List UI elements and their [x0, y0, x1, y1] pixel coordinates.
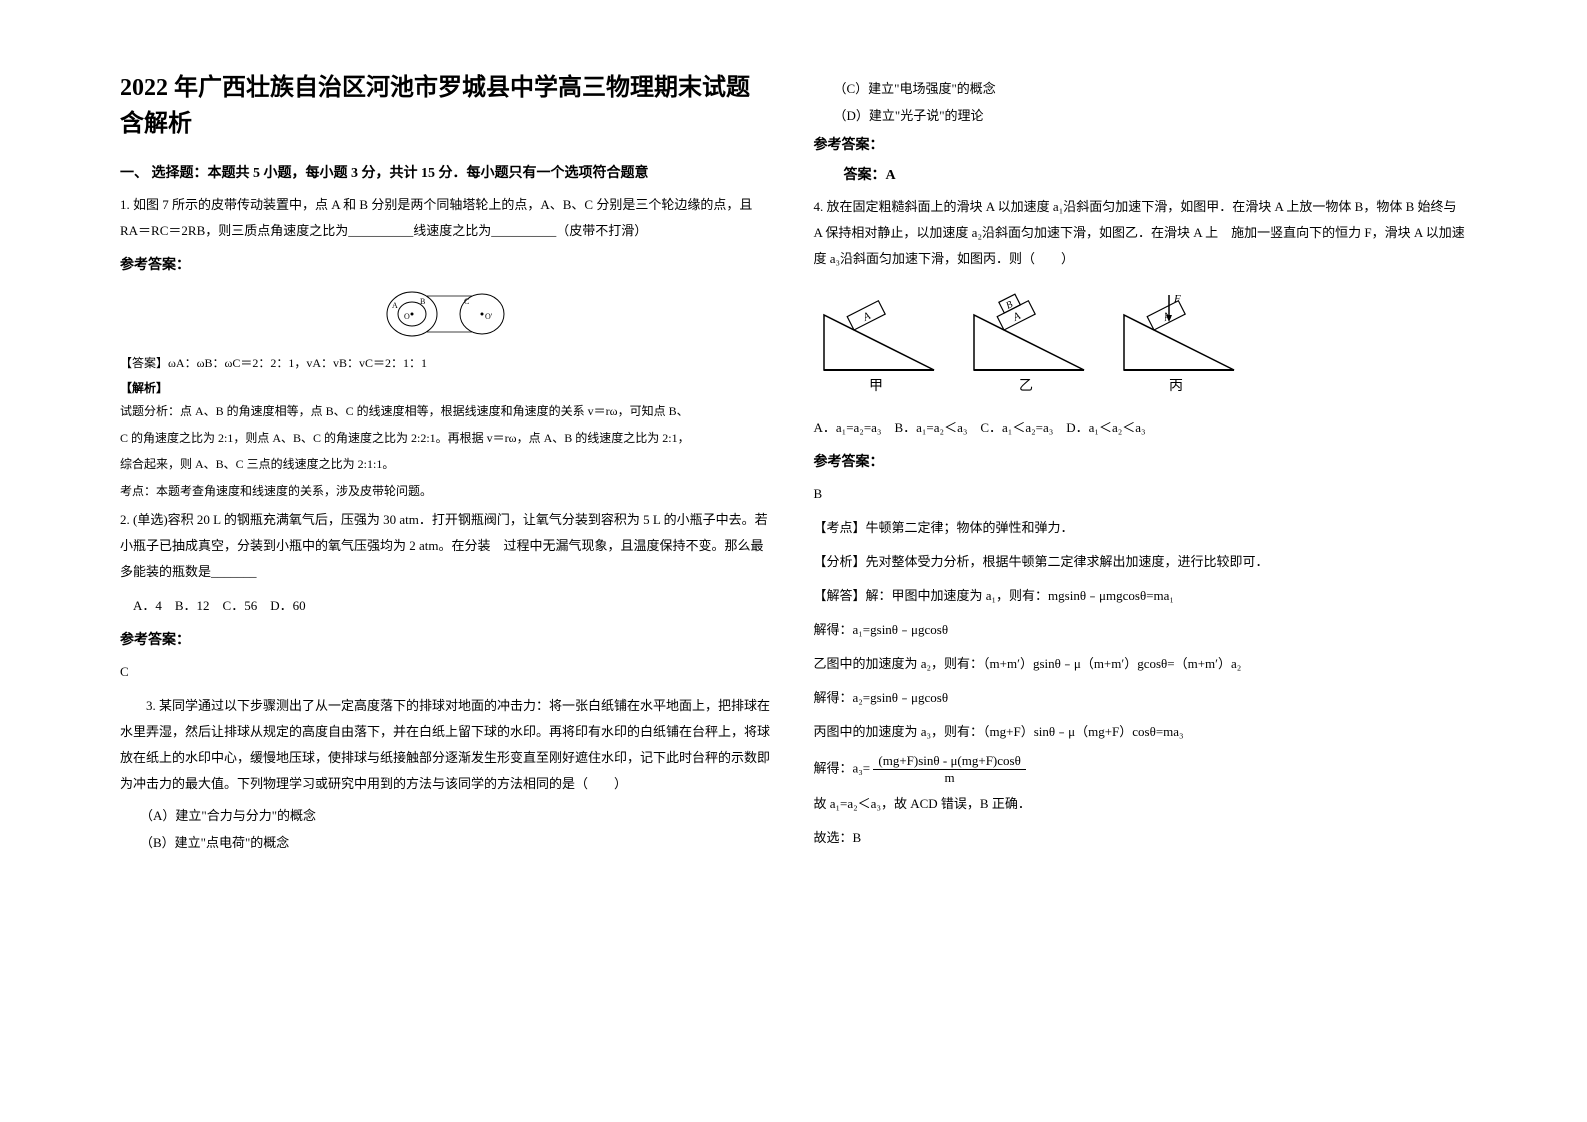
q4-analysis1: 【考点】牛顿第二定律；物体的弹性和弹力． [814, 515, 1468, 541]
q3-text: 3. 某同学通过以下步骤测出了从一定高度落下的排球对地面的冲击力：将一张白纸铺在… [120, 693, 774, 797]
q1-analysis1: 试题分析：点 A、B 的角速度相等，点 B、C 的线速度相等，根据线速度和角速度… [120, 401, 774, 423]
q4-formula-fraction: 解得：a₃= (mg+F)sinθ - μ(mg+F)cosθ m [814, 753, 1468, 786]
diagram-bing: A F 丙 [1124, 293, 1234, 394]
q3-answer-label: 参考答案： [814, 134, 1468, 154]
svg-text:乙: 乙 [1019, 378, 1033, 394]
q1-analysis4: 考点：本题考查角速度和线速度的关系，涉及皮带轮问题。 [120, 481, 774, 503]
q4-answer-label: 参考答案： [814, 451, 1468, 471]
q3-opt-a: （A）建立"合力与分力"的概念 [120, 805, 774, 824]
q3-opt-c: （C）建立"电场强度"的概念 [814, 78, 1468, 97]
q3-opt-d: （D）建立"光子说"的理论 [814, 105, 1468, 124]
q1-answer-label: 参考答案： [120, 254, 774, 274]
q4-options: A．a₁=a₂=a₃ B．a₁=a₂＜a₃ C．a₁＜a₂=a₃ D．a₁＜a₂… [814, 415, 1468, 441]
fraction-top: (mg+F)sinθ - μ(mg+F)cosθ [873, 753, 1025, 770]
svg-text:丙: 丙 [1169, 379, 1183, 394]
q1-analysis2: C 的角速度之比为 2:1，则点 A、B、C 的角速度之比为 2:2:1。再根据… [120, 428, 774, 450]
q2-options: A．4 B．12 C．56 D．60 [120, 593, 774, 619]
q4-analysis4: 解得：a₁=gsinθ﹣μgcosθ [814, 617, 1468, 643]
q2-answer-label: 参考答案： [120, 629, 774, 649]
svg-text:B: B [1004, 299, 1014, 312]
q1-formula: 【答案】ωA：ωB：ωC＝2：2：1，vA：vB：vC＝2：1：1 [120, 354, 774, 371]
q2-answer: C [120, 659, 774, 685]
q4-analysis6: 解得：a₂=gsinθ﹣μgcosθ [814, 685, 1468, 711]
diagram-jia: A 甲 [824, 301, 934, 394]
q1-analysis-header: 【解析】 [120, 379, 774, 396]
q4-analysis8: 故 a₁=a₂＜a₃，故 ACD 错误，B 正确． [814, 791, 1468, 817]
q4-analysis3: 【解答】解：甲图中加速度为 a₁，则有：mgsinθ﹣μmgcosθ=ma₁ [814, 583, 1468, 609]
q4-analysis7: 丙图中的加速度为 a₃，则有：（mg+F）sinθ﹣μ（mg+F）cosθ=ma… [814, 719, 1468, 745]
diagram-yi: A B 乙 [974, 290, 1084, 394]
section-header: 一、 选择题：本题共 5 小题，每小题 3 分，共计 15 分．每小题只有一个选… [120, 162, 774, 182]
left-column: 2022 年广西壮族自治区河池市罗城县中学高三物理期末试题含解析 一、 选择题：… [100, 70, 794, 1052]
q4-analysis5: 乙图中的加速度为 a₂，则有：（m+m′）gsinθ﹣μ（m+m′）gcosθ=… [814, 651, 1468, 677]
incline-diagram: A 甲 A B 乙 A F 丙 [814, 290, 1244, 400]
svg-text:甲: 甲 [869, 379, 883, 394]
q4-analysis2: 【分析】先对整体受力分析，根据牛顿第二定律求解出加速度，进行比较即可． [814, 549, 1468, 575]
q4-analysis9: 故选：B [814, 825, 1468, 851]
q4-answer: B [814, 481, 1468, 507]
svg-text:O': O' [485, 312, 493, 321]
q1-analysis3: 综合起来，则 A、B、C 三点的线速度之比为 2:1:1。 [120, 454, 774, 476]
q4-text: 4. 放在固定粗糙斜面上的滑块 A 以加速度 a₁沿斜面匀加速下滑，如图甲．在滑… [814, 194, 1468, 272]
fraction-bottom: m [945, 770, 955, 786]
svg-text:A: A [392, 301, 398, 310]
svg-text:O: O [404, 312, 410, 321]
q2-text: 2. (单选)容积 20 L 的钢瓶充满氧气后，压强为 30 atm．打开钢瓶阀… [120, 507, 774, 585]
svg-text:F: F [1173, 293, 1181, 305]
right-column: （C）建立"电场强度"的概念 （D）建立"光子说"的理论 参考答案： 答案：A … [794, 70, 1488, 1052]
q3-answer: 答案：A [814, 164, 1468, 184]
svg-text:B: B [420, 297, 425, 306]
q3-opt-b: （B）建立"点电荷"的概念 [120, 832, 774, 851]
pulley-diagram: O A B O' C [372, 284, 522, 344]
document-title: 2022 年广西壮族自治区河池市罗城县中学高三物理期末试题含解析 [120, 70, 774, 142]
formula-prefix: 解得：a₃= [814, 760, 871, 775]
svg-text:C: C [464, 297, 469, 306]
q1-text: 1. 如图 7 所示的皮带传动装置中，点 A 和 B 分别是两个同轴塔轮上的点，… [120, 192, 774, 244]
